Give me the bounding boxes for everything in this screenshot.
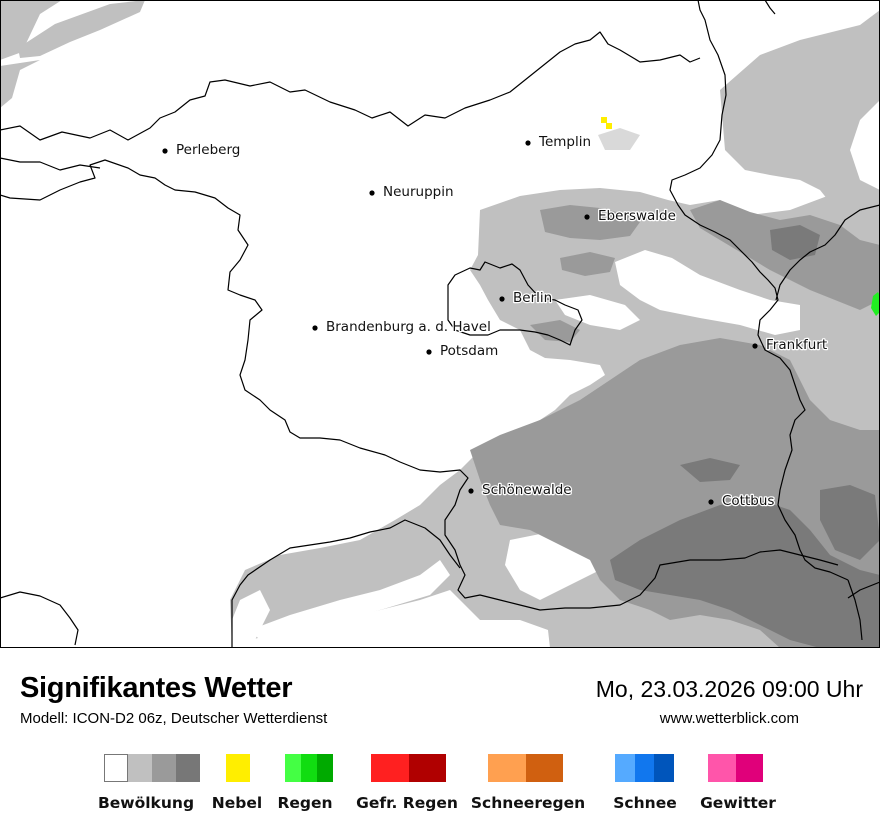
map-canvas: Perleberg Templin Neuruppin Eberswalde B… xyxy=(0,0,880,648)
city-eberswalde: Eberswalde xyxy=(584,207,677,225)
city-label: Templin xyxy=(538,134,591,150)
legend-swatches-bewoelkung xyxy=(104,754,200,782)
legend-label: Bewölkung xyxy=(97,794,195,812)
city-label: Perleberg xyxy=(176,142,240,158)
weather-map: Perleberg Templin Neuruppin Eberswalde B… xyxy=(0,0,880,648)
legend-swatch xyxy=(409,754,446,782)
legend-label: Gefr. Regen xyxy=(356,794,458,812)
legend-swatch xyxy=(635,754,654,782)
city-label: Cottbus xyxy=(722,493,774,509)
city-dot xyxy=(752,343,758,349)
city-brandenburg: Brandenburg a. d. Havel xyxy=(312,318,492,336)
legend-label: Regen xyxy=(277,794,333,812)
legend-swatches-schneeregen xyxy=(488,754,563,782)
legend-label: Gewitter xyxy=(700,794,776,812)
legend-swatch xyxy=(152,754,176,782)
legend-swatch xyxy=(176,754,200,782)
city-label: Schönewalde xyxy=(482,482,572,498)
map-footer: Signifikantes Wetter Modell: ICON-D2 06z… xyxy=(0,648,880,830)
legend-swatch xyxy=(526,754,563,782)
rain-spot xyxy=(871,292,880,316)
legend-swatch xyxy=(371,754,409,782)
model-source: Modell: ICON-D2 06z, Deutscher Wetterdie… xyxy=(20,710,328,727)
legend-swatch xyxy=(226,754,250,782)
city-frankfurt: Frankfurt xyxy=(752,336,828,354)
legend-swatch xyxy=(654,754,674,782)
boundary-lines xyxy=(0,0,880,648)
city-neuruppin: Neuruppin xyxy=(369,183,455,201)
legend-swatch xyxy=(615,754,635,782)
legend-swatch xyxy=(317,754,333,782)
legend-swatch xyxy=(488,754,526,782)
city-dot xyxy=(499,296,505,302)
website-link[interactable]: www.wetterblick.com xyxy=(659,710,799,727)
city-cottbus: Cottbus xyxy=(708,492,776,510)
city-schoenewalde: Schönewalde xyxy=(468,481,573,499)
city-label: Berlin xyxy=(513,290,552,306)
legend-label: Nebel xyxy=(211,794,263,812)
legend-swatch xyxy=(104,754,128,782)
legend-label: Schneeregen xyxy=(470,794,586,812)
legend-swatch xyxy=(285,754,301,782)
city-label: Brandenburg a. d. Havel xyxy=(326,319,491,335)
city-dot xyxy=(426,349,432,355)
city-label: Frankfurt xyxy=(766,337,827,353)
legend-swatch xyxy=(736,754,763,782)
legend-swatches-gewitter xyxy=(708,754,763,782)
legend-swatches-gefr-regen xyxy=(371,754,446,782)
city-markers: Perleberg Templin Neuruppin Eberswalde B… xyxy=(162,133,828,510)
legend-swatch xyxy=(708,754,736,782)
legend-swatch xyxy=(128,754,152,782)
legend-swatches-schnee xyxy=(615,754,674,782)
city-label: Neuruppin xyxy=(383,184,454,200)
legend-swatches-regen xyxy=(285,754,333,782)
fog-spot xyxy=(601,117,612,129)
legend-swatch xyxy=(301,754,317,782)
forecast-datetime: Mo, 23.03.2026 09:00 Uhr xyxy=(595,676,863,702)
city-potsdam: Potsdam xyxy=(426,342,500,360)
legend: Bewölkung Nebel Regen Gefr. Regen Schnee… xyxy=(0,752,880,822)
city-perleberg: Perleberg xyxy=(162,141,242,159)
chart-title: Signifikantes Wetter xyxy=(20,672,293,704)
city-dot xyxy=(525,140,531,146)
city-label: Eberswalde xyxy=(598,208,676,224)
city-dot xyxy=(312,325,318,331)
city-dot xyxy=(584,214,590,220)
city-templin: Templin xyxy=(525,133,592,151)
city-dot xyxy=(369,190,375,196)
city-dot xyxy=(468,488,474,494)
city-berlin: Berlin xyxy=(499,289,553,307)
legend-label: Schnee xyxy=(613,794,677,812)
city-dot xyxy=(708,499,714,505)
city-label: Potsdam xyxy=(440,343,498,359)
cloud-dark-layer xyxy=(610,225,880,648)
city-dot xyxy=(162,148,168,154)
legend-swatches-nebel xyxy=(226,754,250,782)
